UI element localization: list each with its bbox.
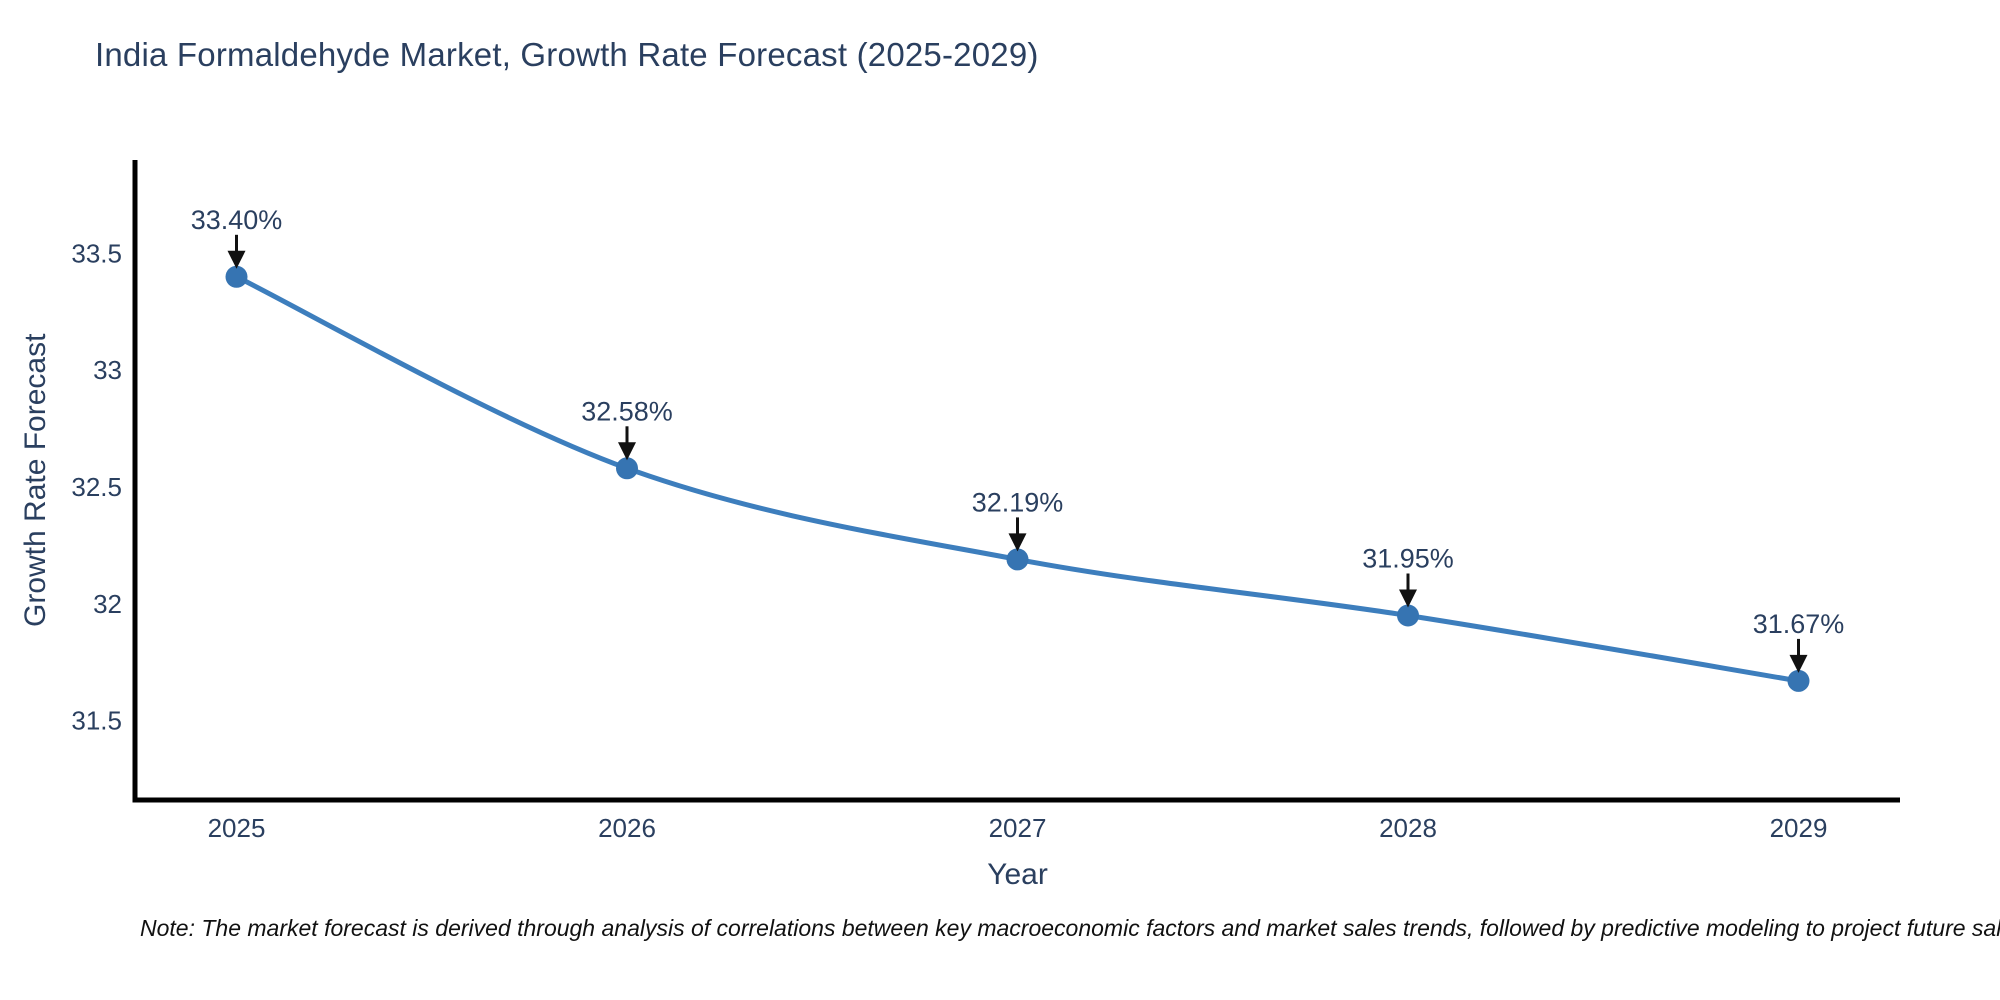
- chart-title: India Formaldehyde Market, Growth Rate F…: [95, 36, 1039, 73]
- y-tick-label: 33: [93, 355, 122, 385]
- x-axis-title: Year: [987, 858, 1048, 891]
- x-tick-label: 2029: [1770, 813, 1828, 843]
- y-tick-label: 32: [93, 589, 122, 619]
- annotation-arrowhead-icon: [1008, 533, 1027, 552]
- annotation-label: 33.40%: [191, 205, 283, 235]
- data-point-marker: [1397, 604, 1419, 627]
- annotation-label: 32.58%: [581, 396, 673, 426]
- data-point-marker: [616, 457, 638, 480]
- y-tick-label: 32.5: [71, 472, 122, 502]
- annotation-arrowhead-icon: [1399, 589, 1417, 608]
- annotation-arrowhead-icon: [227, 250, 246, 269]
- data-point-marker: [1006, 548, 1029, 571]
- annotation-label: 31.95%: [1362, 544, 1454, 574]
- y-tick-label: 31.5: [71, 706, 122, 736]
- annotation-label: 32.19%: [972, 487, 1064, 517]
- annotation-arrowhead-icon: [1789, 654, 1808, 673]
- annotation-arrowhead-icon: [618, 442, 636, 461]
- data-point-marker: [225, 265, 248, 288]
- forecast-line-series: [235, 274, 1799, 684]
- annotation-label: 31.67%: [1753, 609, 1845, 639]
- y-tick-label: 33.5: [71, 238, 122, 268]
- x-tick-label: 2028: [1379, 813, 1437, 843]
- data-point-marker: [1787, 669, 1810, 692]
- x-tick-label: 2027: [989, 813, 1047, 843]
- axis-lines: [132, 160, 1900, 803]
- footnote: Note: The market forecast is derived thr…: [140, 915, 2000, 941]
- y-axis-title: Growth Rate Forecast: [19, 333, 52, 627]
- x-tick-label: 2025: [208, 813, 266, 843]
- x-tick-label: 2026: [598, 813, 656, 843]
